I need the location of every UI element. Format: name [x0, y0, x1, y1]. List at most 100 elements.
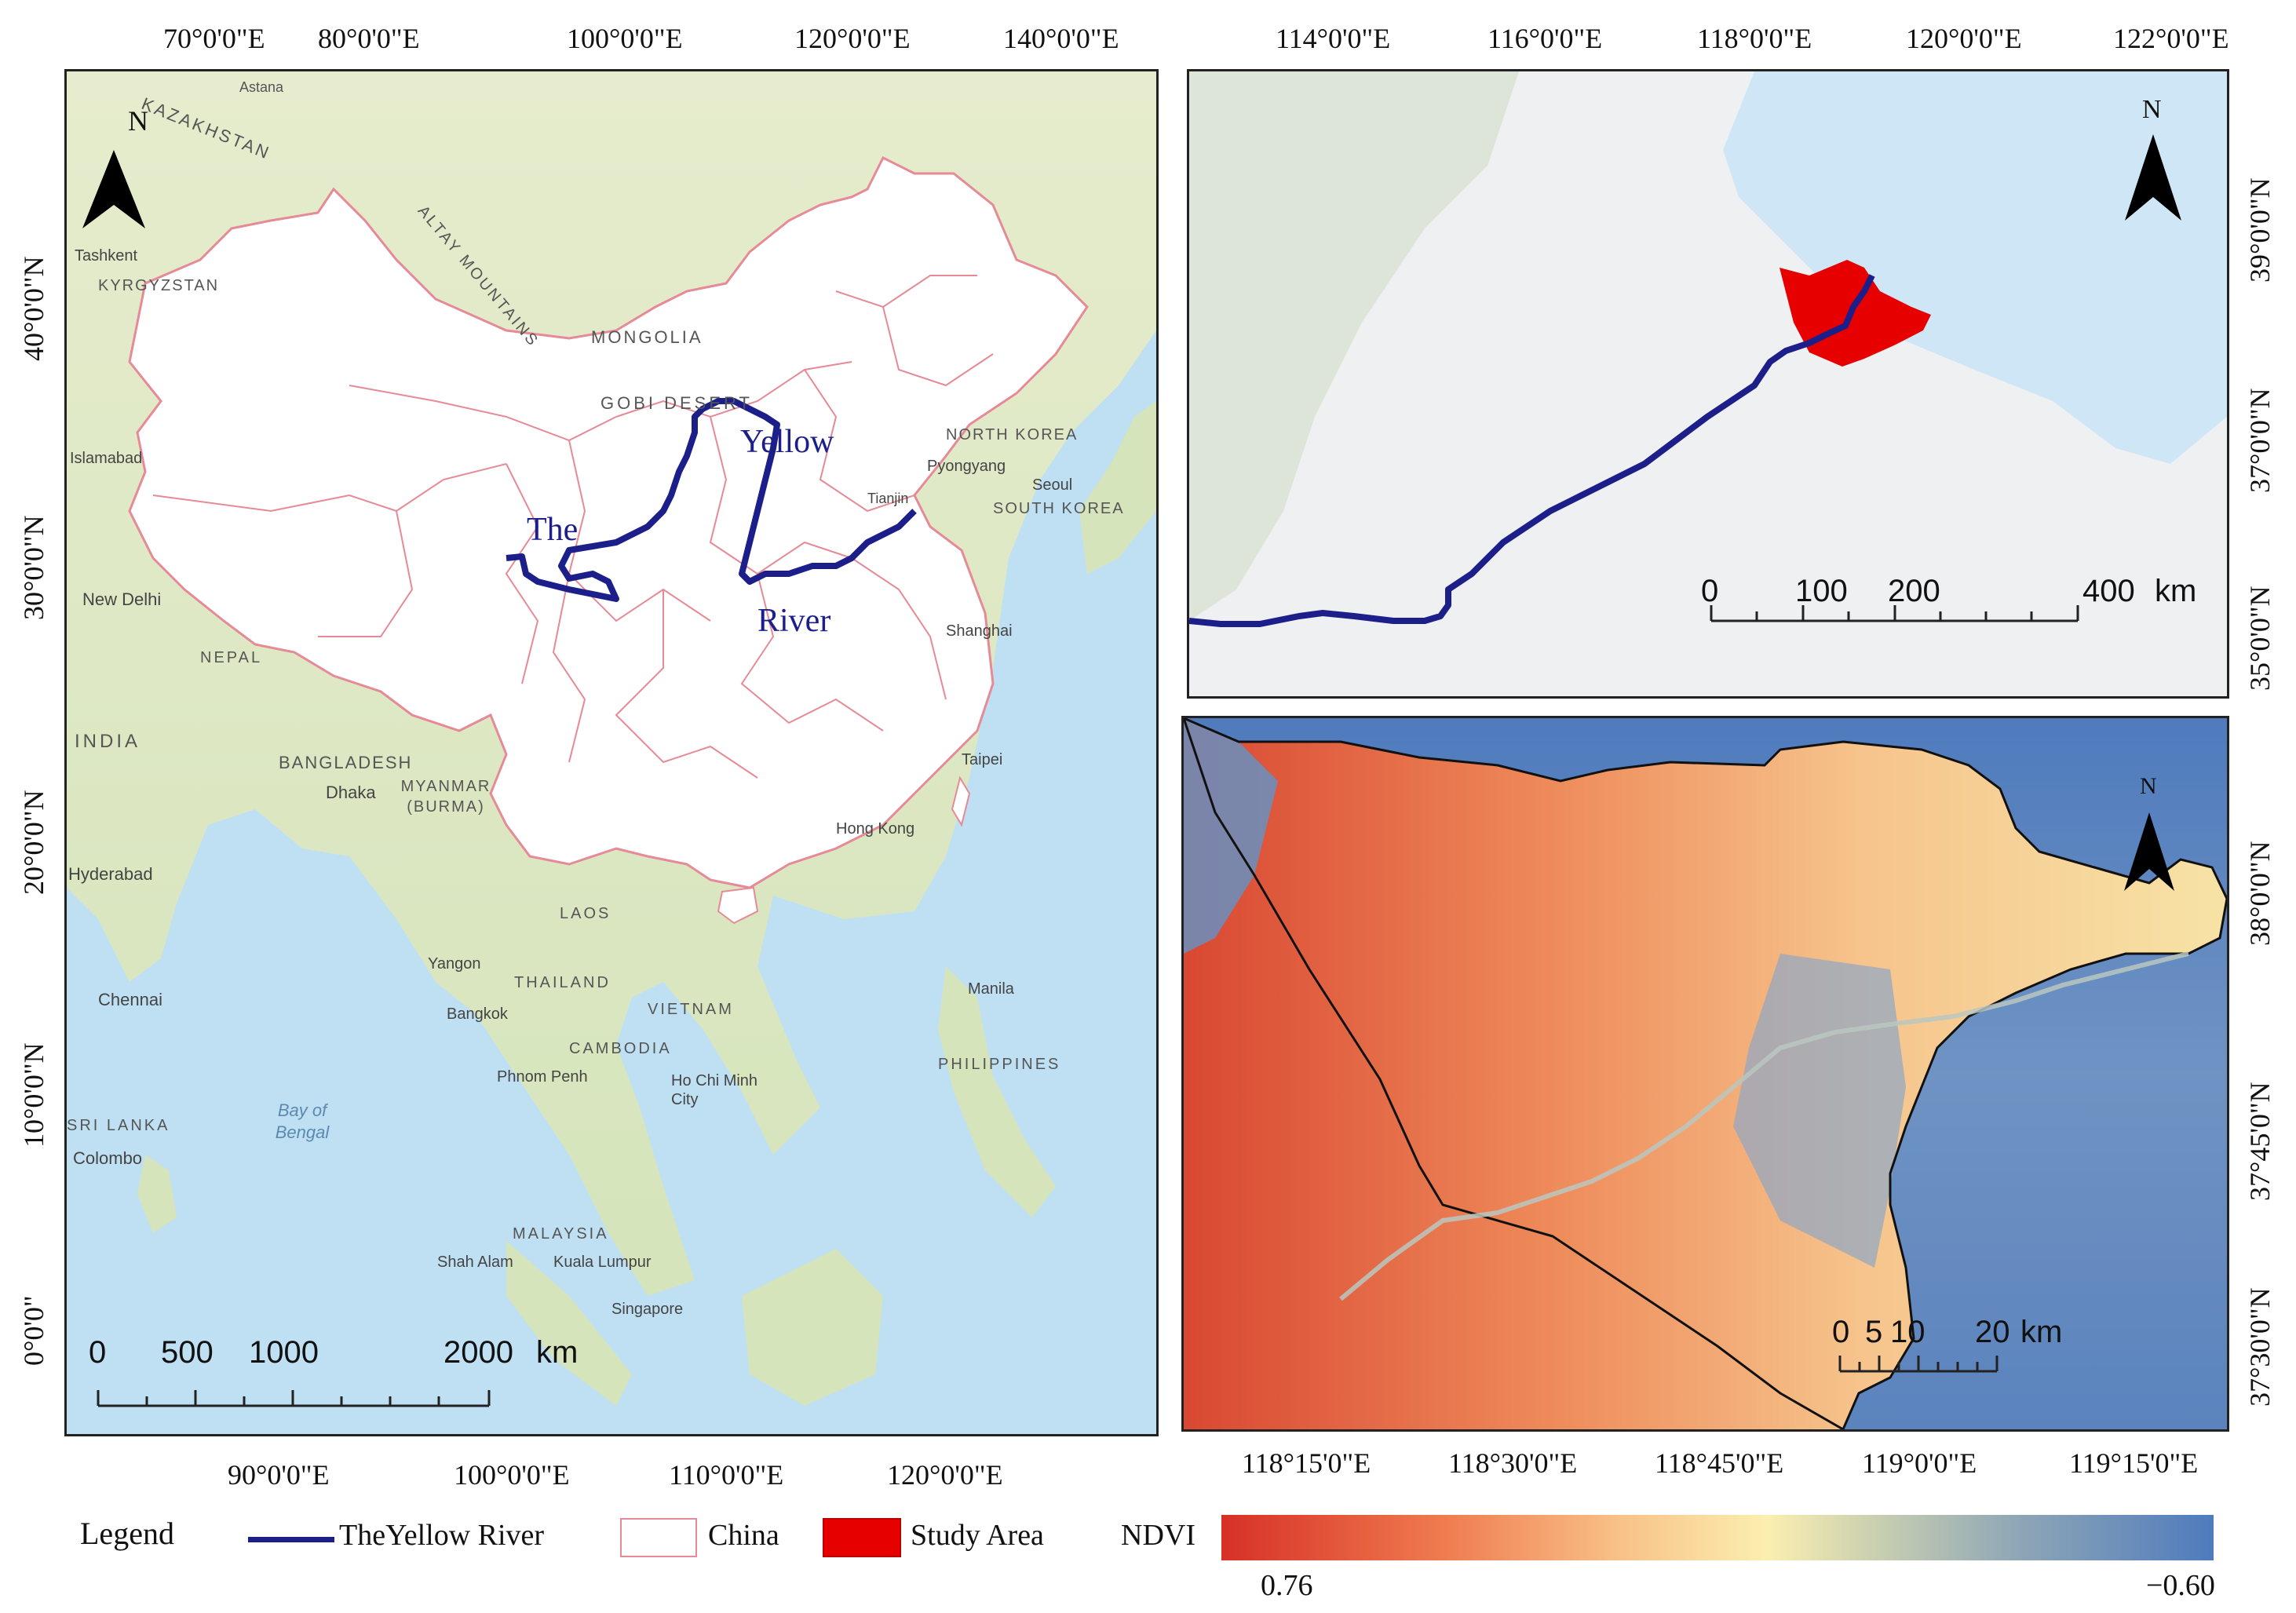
left-top-tick-4: 120°0'0"E — [794, 23, 911, 54]
place-laos: LAOS — [560, 905, 611, 922]
overview-scale-1000: 1000 — [249, 1335, 319, 1370]
place-chennai: Chennai — [98, 990, 162, 1009]
left-top-tick-3: 100°0'0"E — [567, 23, 683, 54]
tr-top-tick-5: 122°0'0"E — [2113, 23, 2229, 54]
place-manila: Manila — [968, 980, 1014, 998]
br-bottom-tick-4: 119°0'0"E — [1862, 1447, 1977, 1479]
left-side-tick-1: 40°0'0"N — [18, 256, 49, 361]
place-bangkok: Bangkok — [447, 1005, 508, 1023]
river-label-river: River — [757, 603, 831, 639]
hainan-island — [717, 886, 759, 925]
place-myanmar: MYANMAR (BURMA) — [400, 778, 491, 816]
left-bottom-tick-3: 110°0'0"E — [669, 1459, 784, 1491]
left-side-tick-2: 30°0'0"N — [18, 515, 49, 620]
place-shah-alam: Shah Alam — [437, 1254, 513, 1271]
taiwan-land — [951, 775, 971, 827]
region-scale-0: 0 — [1701, 574, 1719, 608]
place-colombo: Colombo — [73, 1148, 143, 1168]
place-philippines: PHILIPPINES — [938, 1056, 1061, 1073]
place-pyongyang: Pyongyang — [927, 458, 1006, 475]
place-thailand: THAILAND — [514, 974, 611, 991]
sumatra-land — [506, 1241, 632, 1406]
overview-scale-bar — [97, 1390, 491, 1407]
overview-north-label: N — [128, 105, 148, 137]
legend-river-label: TheYellow River — [339, 1519, 545, 1552]
bohai-sea — [1723, 71, 2227, 464]
left-bottom-tick-1: 90°0'0"E — [228, 1459, 330, 1491]
river-label-the: The — [527, 512, 579, 548]
region-map-panel[interactable]: N 0 100 200 400 km — [1187, 69, 2229, 699]
place-malaysia: MALAYSIA — [513, 1225, 609, 1243]
ndvi-scale-20: 20 — [1975, 1315, 2010, 1349]
overview-scale-unit: km — [536, 1335, 579, 1370]
place-tashkent: Tashkent — [75, 247, 138, 265]
yellow-river-line — [506, 398, 917, 602]
river-channel-ndvi — [1339, 951, 2189, 1301]
ndvi-map-panel[interactable]: N 0 5 10 20 km — [1181, 716, 2229, 1432]
place-hyderabad: Hyderabad — [68, 864, 153, 884]
philippines-land — [938, 966, 1056, 1217]
br-bottom-tick-3: 118°45'0"E — [1655, 1447, 1784, 1479]
region-scale-bar — [1710, 605, 2079, 622]
overview-scale-2000: 2000 — [444, 1335, 513, 1370]
left-side-tick-4: 10°0'0"N — [18, 1042, 49, 1148]
br-bottom-tick-5: 119°15'0"E — [2069, 1447, 2199, 1479]
terrain-shading — [1189, 71, 1519, 621]
legend-study-swatch — [823, 1518, 901, 1557]
place-south-korea: SOUTH KOREA — [993, 500, 1125, 517]
legend: Legend TheYellow River China Study Area … — [0, 1491, 2296, 1586]
ndvi-scale-5: 5 — [1865, 1315, 1883, 1349]
place-ho-chi-minh: Ho Chi Minh City — [671, 1072, 758, 1108]
place-tianjin: Tianjin — [867, 491, 909, 506]
ndvi-min-label: −0.60 — [2146, 1569, 2215, 1602]
ndvi-north-arrow — [2124, 812, 2174, 891]
ndvi-colorbar — [1221, 1515, 2214, 1560]
region-scale-200: 200 — [1888, 574, 1940, 608]
tr-top-tick-2: 116°0'0"E — [1487, 23, 1603, 54]
shandong-coast — [1864, 330, 2227, 696]
overview-scale-500: 500 — [161, 1335, 214, 1370]
china-polygon — [128, 155, 1089, 889]
place-nepal: NEPAL — [200, 649, 263, 666]
river-label-yellow: Yellow — [740, 424, 834, 460]
legend-title: Legend — [80, 1516, 174, 1551]
br-side-tick-1: 38°0'0"N — [2244, 841, 2276, 946]
tr-top-tick-4: 120°0'0"E — [1906, 23, 2022, 54]
place-kyrgyzstan: KYRGYZSTAN — [98, 277, 220, 294]
borneo-land — [742, 1249, 883, 1406]
place-seoul: Seoul — [1032, 476, 1073, 494]
tr-top-tick-3: 118°0'0"E — [1697, 23, 1812, 54]
region-north-arrow — [2125, 134, 2181, 221]
sri-lanka-land — [137, 1155, 177, 1233]
place-taipei: Taipei — [962, 751, 1003, 768]
region-north-label: N — [2142, 95, 2162, 124]
ndvi-scale-bar — [1838, 1356, 1999, 1373]
legend-china-label: China — [708, 1519, 779, 1552]
place-kuala-lumpur: Kuala Lumpur — [553, 1254, 652, 1271]
place-india: INDIA — [75, 731, 141, 752]
place-sri-lanka: SRI LANKA — [67, 1117, 170, 1134]
ndvi-max-label: 0.76 — [1261, 1569, 1313, 1602]
legend-china-swatch — [620, 1518, 697, 1557]
overview-north-arrow — [82, 150, 145, 228]
tr-side-tick-3: 35°0'0"N — [2244, 586, 2276, 691]
place-vietnam: VIETNAM — [648, 1001, 734, 1018]
place-cambodia: CAMBODIA — [569, 1040, 672, 1057]
overview-map-panel[interactable]: N The Yellow River KAZAKHSTAN Astana Tas… — [64, 69, 1159, 1436]
place-astana: Astana — [239, 79, 284, 95]
place-phnom-penh: Phnom Penh — [497, 1068, 588, 1086]
br-side-tick-2: 37°45'0"N — [2244, 1082, 2276, 1201]
tr-side-tick-2: 37°0'0"N — [2244, 388, 2276, 493]
aquaculture-patches — [1733, 954, 1906, 1268]
tr-top-tick-1: 114°0'0"E — [1276, 23, 1391, 54]
japan-land — [1079, 401, 1156, 574]
left-bottom-tick-4: 120°0'0"E — [887, 1459, 1003, 1491]
left-top-tick-1: 70°0'0"E — [163, 23, 265, 54]
place-mongolia: MONGOLIA — [591, 327, 703, 347]
region-scale-unit: km — [2155, 574, 2197, 608]
left-side-tick-3: 20°0'0"N — [18, 790, 49, 895]
br-bottom-tick-2: 118°30'0"E — [1448, 1447, 1578, 1479]
place-new-delhi: New Delhi — [82, 589, 162, 609]
land-ndvi-area — [1184, 718, 2227, 1429]
tr-side-tick-1: 39°0'0"N — [2244, 177, 2276, 283]
